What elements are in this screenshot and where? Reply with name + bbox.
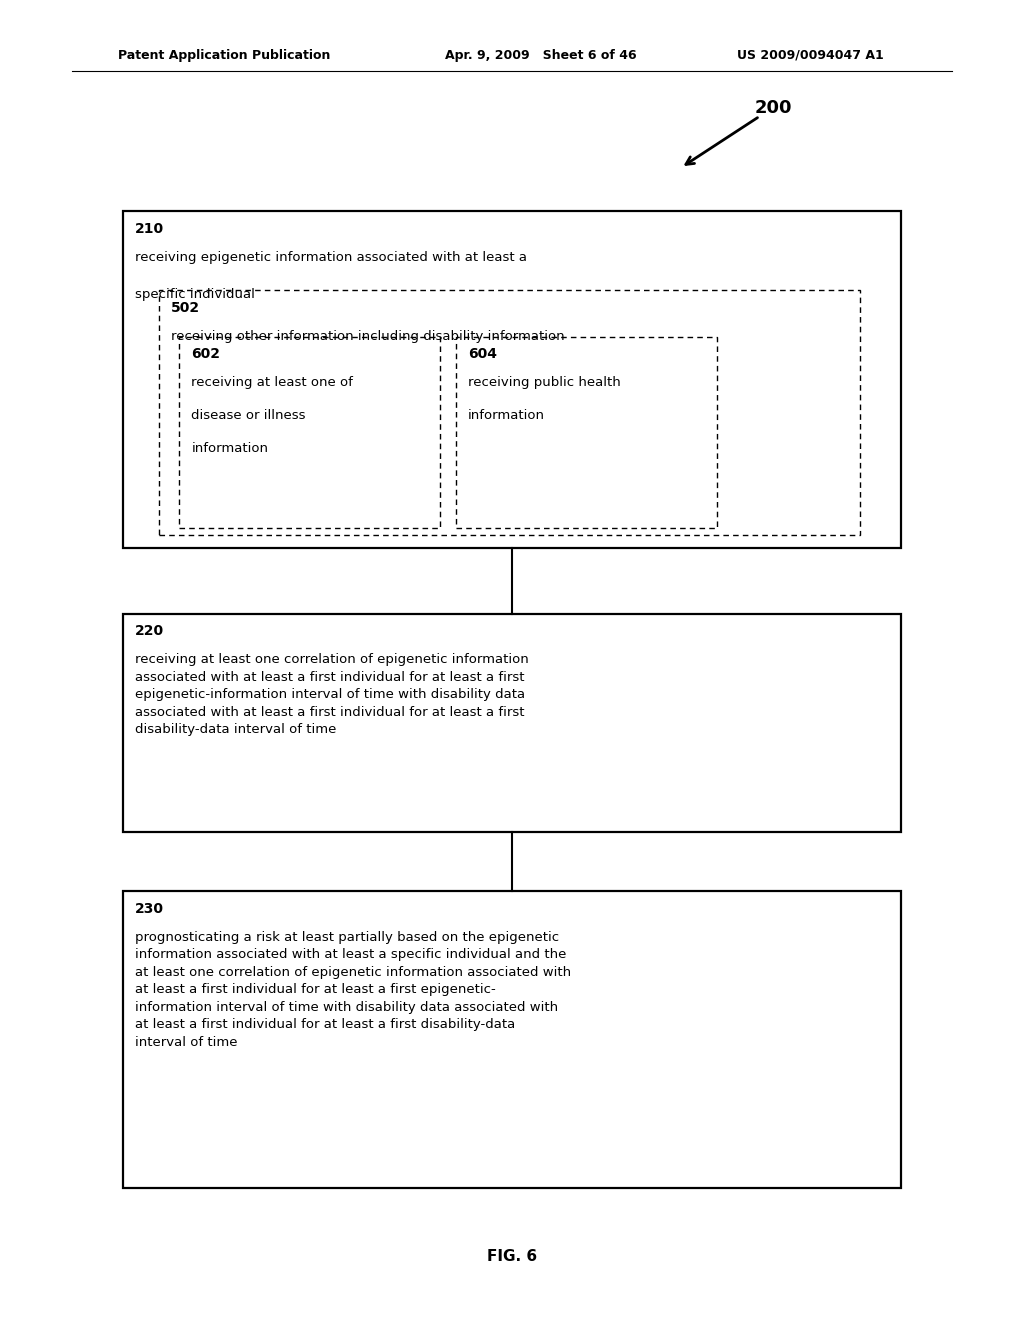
- Text: receiving at least one correlation of epigenetic information
associated with at : receiving at least one correlation of ep…: [135, 653, 529, 737]
- Bar: [123, 614, 901, 832]
- Text: prognosticating a risk at least partially based on the epigenetic
information as: prognosticating a risk at least partiall…: [135, 931, 571, 1048]
- Text: 602: 602: [191, 347, 220, 362]
- Text: information: information: [191, 442, 268, 455]
- Text: 230: 230: [135, 902, 164, 916]
- Bar: [123, 211, 901, 548]
- Text: receiving public health: receiving public health: [468, 376, 621, 389]
- Text: receiving at least one of: receiving at least one of: [191, 376, 353, 389]
- Text: 220: 220: [135, 624, 164, 639]
- Text: Patent Application Publication: Patent Application Publication: [118, 49, 330, 62]
- Text: 210: 210: [135, 222, 164, 236]
- Bar: [123, 891, 901, 1188]
- Text: information: information: [468, 409, 545, 422]
- Text: FIG. 6: FIG. 6: [487, 1249, 537, 1265]
- Text: US 2009/0094047 A1: US 2009/0094047 A1: [737, 49, 884, 62]
- Text: receiving other information including disability information: receiving other information including di…: [171, 330, 564, 343]
- Text: 604: 604: [468, 347, 497, 362]
- Bar: [456, 337, 717, 528]
- Bar: [159, 290, 860, 535]
- Text: specific individual: specific individual: [135, 288, 255, 301]
- Bar: [179, 337, 440, 528]
- Text: Apr. 9, 2009   Sheet 6 of 46: Apr. 9, 2009 Sheet 6 of 46: [445, 49, 637, 62]
- Text: 502: 502: [171, 301, 200, 315]
- Text: 200: 200: [755, 99, 792, 117]
- Text: receiving epigenetic information associated with at least a: receiving epigenetic information associa…: [135, 251, 527, 264]
- Text: disease or illness: disease or illness: [191, 409, 306, 422]
